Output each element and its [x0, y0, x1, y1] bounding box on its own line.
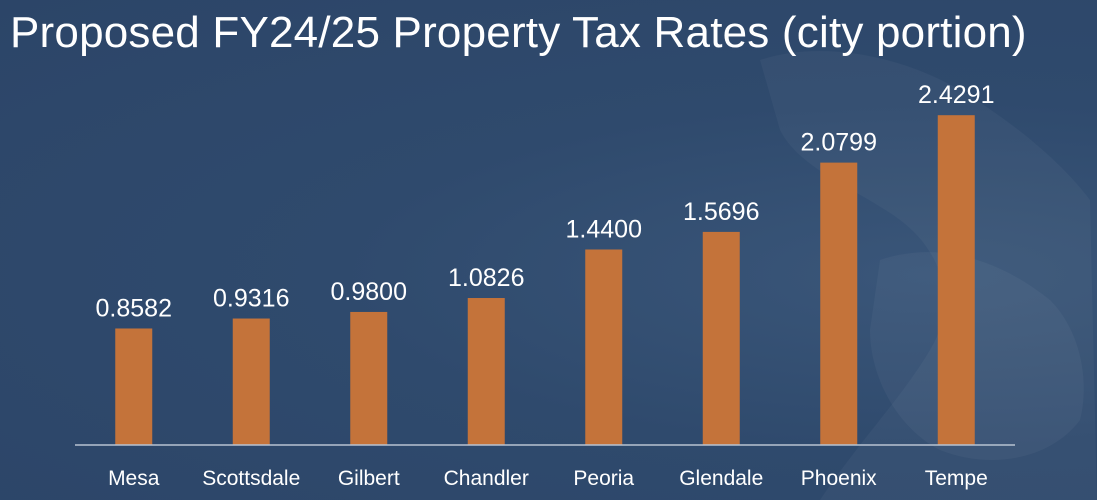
chart-title: Proposed FY24/25 Property Tax Rates (cit… [10, 8, 1027, 57]
tick-label-mesa: Mesa [108, 467, 160, 490]
data-label-mesa: 0.8582 [96, 294, 172, 322]
x-tick-labels: Mesa Scottsdale Gilbert Chandler Peoria Glend… [108, 467, 988, 490]
bar-scottsdale [232, 318, 270, 445]
tick-label-peoria: Peoria [573, 467, 634, 490]
tick-label-tempe: Tempe [925, 467, 988, 490]
data-label-glendale: 1.5696 [683, 198, 759, 226]
data-label-phoenix: 2.0799 [801, 129, 877, 157]
tick-label-scottsdale: Scottsdale [202, 467, 300, 490]
data-label-peoria: 1.4400 [566, 215, 642, 243]
tick-label-phoenix: Phoenix [801, 467, 877, 490]
data-label-scottsdale: 0.9316 [213, 285, 289, 313]
bar-mesa [115, 328, 153, 445]
data-label-tempe: 2.4291 [918, 81, 994, 109]
data-label-gilbert: 0.9800 [331, 278, 407, 306]
bar-chandler [467, 298, 505, 445]
bar-glendale [702, 231, 740, 445]
bar-phoenix [820, 162, 858, 445]
tick-label-glendale: Glendale [679, 467, 763, 490]
bar-tempe [937, 115, 975, 445]
data-label-chandler: 1.0826 [448, 264, 524, 292]
bars [115, 115, 975, 445]
tick-label-chandler: Chandler [444, 467, 529, 490]
tick-label-gilbert: Gilbert [338, 467, 400, 490]
bar-peoria [585, 249, 623, 445]
bar-gilbert [350, 311, 388, 445]
data-labels: 0.8582 0.9316 0.9800 1.0826 1.4400 1.5696 2.07… [96, 81, 995, 322]
